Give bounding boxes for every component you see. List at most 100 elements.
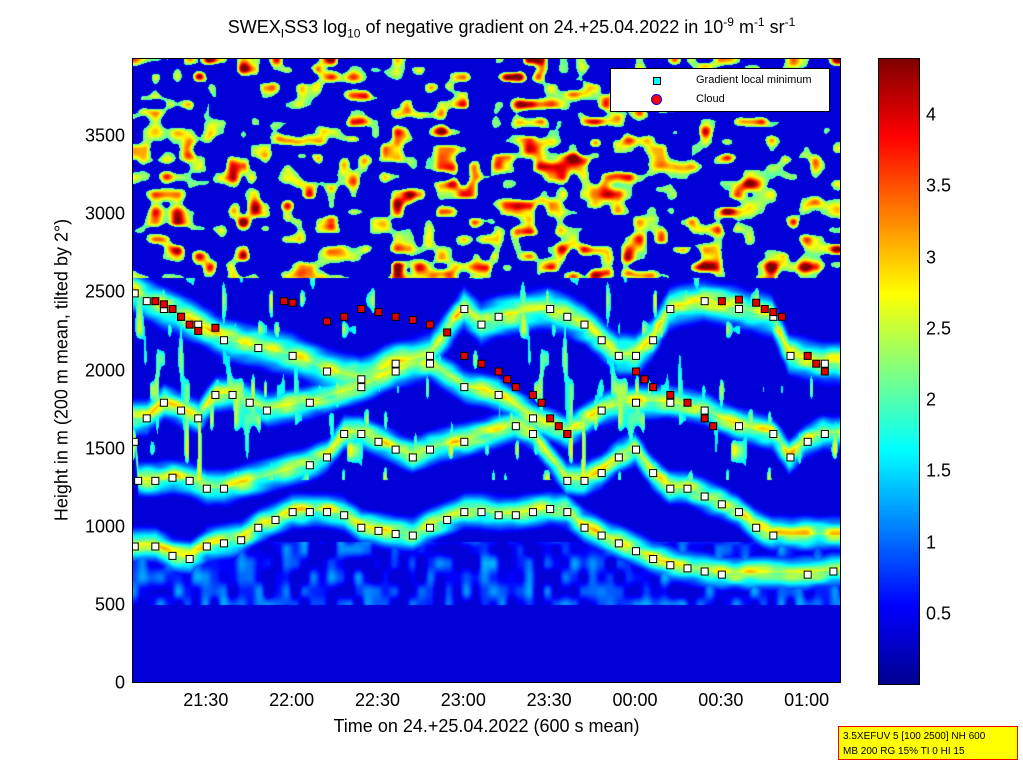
gradient-minimum-marker <box>477 508 486 517</box>
cloud-marker <box>503 375 512 384</box>
gradient-minimum-marker <box>374 437 383 446</box>
gradient-minimum-marker <box>425 351 434 360</box>
gradient-minimum-marker <box>563 508 572 517</box>
chart-legend: Gradient local minimum Cloud <box>610 68 830 112</box>
colorbar-tick-label: 2.5 <box>926 318 952 339</box>
gradient-minimum-marker <box>829 567 838 576</box>
gradient-minimum-marker <box>177 406 186 415</box>
x-tick-label: 23:30 <box>526 690 572 710</box>
gradient-minimum-marker <box>202 542 211 551</box>
plot-area[interactable] <box>132 58 841 683</box>
gradient-minimum-marker <box>151 476 160 485</box>
gradient-minimum-marker <box>494 390 503 399</box>
gradient-minimum-marker <box>820 359 829 368</box>
cloud-marker <box>812 359 821 368</box>
cloud-marker <box>563 430 572 438</box>
gradient-minimum-marker <box>151 542 160 551</box>
gradient-minimum-marker <box>597 406 606 415</box>
cloud-marker <box>649 383 658 392</box>
gradient-minimum-marker <box>649 555 658 563</box>
legend-label-cloud: Cloud <box>696 93 725 105</box>
y-tick-label: 500 <box>94 594 125 615</box>
gradient-minimum-marker <box>391 530 400 538</box>
cloud-marker <box>425 320 434 329</box>
gradient-minimum-marker <box>803 437 812 446</box>
colorbar-tick-label: 4 <box>926 104 937 125</box>
gradient-minimum-marker <box>631 398 640 407</box>
gradient-minimum-marker <box>769 430 778 438</box>
cloud-marker <box>374 308 383 317</box>
gradient-minimum-marker <box>666 305 675 313</box>
gradient-minimum-marker <box>443 515 452 524</box>
gradient-minimum-marker <box>734 305 743 313</box>
x-tick-label: 21:30 <box>183 690 229 710</box>
gradient-minimum-marker <box>408 453 417 462</box>
x-tick-label: 00:00 <box>612 690 658 710</box>
y-tick-label: 1000 <box>84 516 125 537</box>
parameter-info-box: 3.5XEFUV 5 [100 2500] NH 600 MB 200 RG 1… <box>838 726 1018 760</box>
colorbar-tick-label: 3 <box>926 247 937 267</box>
gradient-minimum-marker <box>288 351 297 360</box>
legend-item-cloud: Cloud <box>611 91 831 109</box>
gradient-minimum-marker <box>614 351 623 360</box>
cloud-marker <box>159 300 168 309</box>
colorbar-tick-label: 2 <box>926 389 937 410</box>
gradient-minimum-marker <box>254 344 263 353</box>
gradient-minimum-marker <box>528 430 537 438</box>
gradient-minimum-marker <box>546 305 555 313</box>
gradient-minimum-marker <box>563 312 572 321</box>
colorbar-tick-label: 1.5 <box>926 460 952 481</box>
square-marker-icon <box>653 77 661 85</box>
gradient-minimum-marker <box>133 289 139 298</box>
y-tick-label: 3000 <box>84 203 125 224</box>
gradient-minimum-marker <box>185 476 194 485</box>
gradient-minimum-marker <box>631 547 640 556</box>
gradient-minimum-marker <box>237 536 246 545</box>
gradient-minimum-marker <box>142 297 151 306</box>
gradient-minimum-marker <box>614 539 623 548</box>
gradient-minimum-marker <box>168 473 177 482</box>
gradient-minimum-marker <box>769 531 778 540</box>
y-tick-label: 1500 <box>84 438 125 459</box>
cloud-marker <box>666 390 675 399</box>
gradient-minimum-marker <box>700 492 709 501</box>
gradient-minimum-marker <box>460 508 469 517</box>
cloud-marker <box>803 351 812 360</box>
gradient-minimum-marker <box>803 570 812 579</box>
gradient-minimum-marker <box>631 445 640 454</box>
x-tick-label: 22:00 <box>269 690 315 710</box>
gradient-minimum-marker <box>460 437 469 446</box>
gradient-minimum-marker <box>322 508 331 517</box>
legend-item-minimum: Gradient local minimum <box>611 72 831 90</box>
cloud-marker <box>477 359 486 368</box>
cloud-marker <box>528 390 537 399</box>
gradient-minimum-marker <box>305 398 314 407</box>
cloud-marker <box>177 312 186 321</box>
y-tick-label: 3500 <box>84 125 125 146</box>
cloud-marker <box>280 297 289 306</box>
gradient-minimum-marker <box>202 484 211 493</box>
gradient-minimum-marker <box>786 351 795 360</box>
gradient-minimum-marker <box>597 531 606 540</box>
gradient-minimum-marker <box>357 430 366 438</box>
cloud-marker <box>322 317 331 326</box>
gradient-minimum-marker <box>614 453 623 462</box>
cloud-marker <box>700 414 709 423</box>
cloud-marker <box>537 398 546 407</box>
gradient-minimum-marker <box>597 469 606 478</box>
cloud-marker <box>357 305 366 313</box>
cloud-marker <box>211 323 220 332</box>
gradient-minimum-marker <box>734 508 743 517</box>
legend-label-minimum: Gradient local minimum <box>696 74 812 86</box>
cloud-marker <box>288 298 297 307</box>
y-tick-label: 2000 <box>84 360 125 380</box>
gradient-minimum-marker <box>511 511 520 520</box>
x-tick-label: 01:00 <box>784 690 830 710</box>
gradient-minimum-marker <box>631 351 640 360</box>
gradient-minimum-marker <box>305 461 314 470</box>
gradient-minimum-marker <box>219 539 228 548</box>
gradient-minimum-marker <box>322 453 331 462</box>
gradient-minimum-marker <box>425 359 434 368</box>
gradient-minimum-marker <box>357 523 366 532</box>
x-tick-label: 22:30 <box>354 690 401 710</box>
